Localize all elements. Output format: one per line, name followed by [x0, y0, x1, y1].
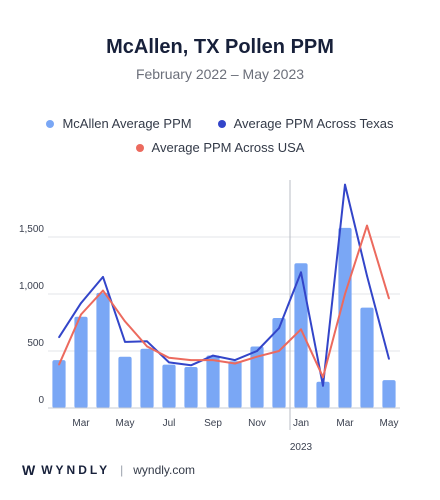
- chart-title: McAllen, TX Pollen PPM: [106, 36, 334, 58]
- bar: [96, 292, 110, 408]
- data-point: [102, 276, 104, 278]
- series-line: [58, 224, 390, 379]
- data-point: [234, 359, 236, 361]
- chart-plot: 0 500 1,000 1,500 2023 Mar May Jul Sep Nov Jan Mar M…: [19, 180, 400, 453]
- data-point: [278, 350, 280, 352]
- data-point: [124, 341, 126, 343]
- data-point: [234, 362, 236, 365]
- bar: [272, 317, 286, 408]
- data-point: [58, 336, 60, 339]
- y-tick-label: 1,500: [19, 224, 44, 235]
- footer: W WYNDLY | wyndly.com: [22, 462, 195, 478]
- data-point: [344, 293, 346, 295]
- footer-url[interactable]: wyndly.com: [133, 463, 196, 477]
- data-point: [80, 302, 82, 304]
- bar: [206, 355, 220, 408]
- x-tick-label: Mar: [72, 418, 90, 429]
- legend-second-row: Average PPM Across USA: [0, 140, 440, 155]
- footer-separator: |: [120, 463, 124, 477]
- data-point: [322, 384, 324, 387]
- data-point: [344, 183, 346, 186]
- legend-item-mcallen: McAllen Average PPM: [46, 116, 192, 131]
- x-tick-label: Jan: [293, 418, 309, 429]
- x-tick-label: Nov: [248, 418, 266, 429]
- bar: [382, 380, 396, 408]
- brand-name: WYNDLY: [41, 463, 111, 477]
- legend-label: Average PPM Across USA: [151, 140, 305, 155]
- legend-dot-icon: [46, 119, 55, 128]
- data-point: [124, 320, 126, 323]
- x-tick-label: May: [116, 418, 135, 429]
- legend-dot-icon: [217, 119, 226, 128]
- bar: [316, 381, 330, 408]
- bar: [294, 263, 308, 408]
- bar: [52, 360, 66, 408]
- bar: [118, 356, 132, 408]
- x-tick-label: May: [380, 418, 399, 429]
- data-point: [388, 358, 390, 360]
- data-point: [388, 297, 390, 300]
- bar: [162, 364, 176, 408]
- legend-item-texas: Average PPM Across Texas: [217, 116, 394, 131]
- x-tick-label: Sep: [204, 418, 222, 429]
- series-line: [58, 183, 390, 387]
- data-point: [366, 274, 368, 277]
- bar: [360, 307, 374, 408]
- data-point: [146, 340, 148, 343]
- data-point: [168, 357, 170, 359]
- data-point: [146, 345, 148, 348]
- bar: [184, 366, 198, 408]
- legend-dot-icon: [135, 143, 144, 152]
- data-point: [58, 363, 60, 366]
- data-point: [256, 355, 258, 358]
- x-tick-label: Jul: [163, 418, 176, 429]
- data-point: [102, 289, 104, 292]
- data-point: [322, 376, 324, 379]
- data-point: [190, 359, 192, 361]
- x-tick-label: Mar: [336, 418, 354, 429]
- year-label: 2023: [290, 442, 313, 453]
- chart-subtitle: February 2022 – May 2023: [135, 66, 305, 82]
- data-point: [80, 313, 82, 316]
- legend-label: McAllen Average PPM: [62, 116, 192, 131]
- data-point: [168, 361, 170, 364]
- bar: [228, 361, 242, 408]
- data-point: [300, 271, 302, 274]
- bar: [74, 316, 88, 408]
- legend-item-usa: Average PPM Across USA: [135, 140, 305, 155]
- y-tick-label: 500: [27, 338, 44, 349]
- data-point: [212, 354, 214, 357]
- data-point: [212, 359, 214, 361]
- legend: McAllen Average PPM Average PPM Across T…: [0, 116, 440, 131]
- data-point: [300, 328, 302, 331]
- legend-label: Average PPM Across Texas: [233, 116, 394, 131]
- data-point: [366, 224, 368, 227]
- y-tick-label: 1,000: [19, 281, 44, 292]
- y-tick-label: 0: [38, 395, 44, 406]
- data-point: [190, 364, 192, 367]
- bar: [338, 227, 352, 408]
- bar: [140, 348, 154, 408]
- data-point: [278, 327, 280, 329]
- bar: [250, 346, 264, 408]
- wyndly-logo-icon: W: [22, 462, 36, 478]
- data-point: [256, 350, 258, 352]
